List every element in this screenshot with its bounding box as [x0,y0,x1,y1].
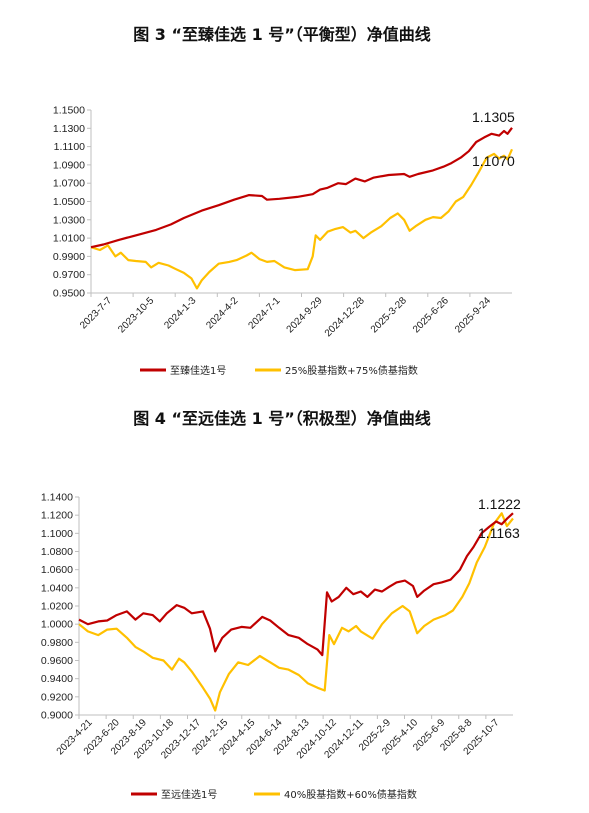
y-tick-label: 1.1100 [54,141,85,153]
x-tick-label: 2025-9-24 [453,295,493,335]
y-tick-label: 1.0200 [41,601,73,613]
y-tick-label: 1.1500 [53,105,85,117]
y-tick-label: 1.0900 [53,159,85,171]
y-tick-label: 1.0800 [41,546,73,558]
series-line-0 [78,512,514,657]
chart-title: 图 4 “至远佳选 1 号”（积极型）净值曲线 [133,409,431,428]
end-value-label: 1.1222 [478,496,521,512]
x-axis: 2023-4-212023-6-202023-8-192023-10-18202… [55,714,513,761]
legend: 至远佳选1号 40%股基指数+60%债基指数 [131,788,417,801]
legend-label: 至臻佳选1号 [170,364,226,377]
y-tick-label: 0.9800 [41,637,73,649]
x-tick-label: 2024-9-29 [285,295,325,335]
y-tick-label: 1.0500 [53,196,85,208]
chart-figure-3: 图 3 “至臻佳选 1 号”（平衡型）净值曲线 0.9500 0.9700 0.99… [53,25,515,377]
y-tick-label: 0.9900 [53,251,85,263]
y-tick-label: 0.9000 [41,710,73,722]
y-axis: 0.9000 0.9200 0.9400 0.9600 0.9800 1.0000 1.02… [41,492,80,722]
y-tick-label: 0.9200 [41,691,73,703]
y-tick-label: 1.0000 [41,619,73,631]
y-tick-label: 0.9700 [53,269,85,281]
plot-lines [78,512,514,712]
x-tick-label: 2024-4-2 [204,295,240,331]
annotations: 1.1222 1.1163 [478,496,521,541]
legend: 至臻佳选1号 25%股基指数+75%债基指数 [140,364,418,377]
legend-label: 25%股基指数+75%债基指数 [285,364,418,377]
end-value-label: 1.1305 [472,109,515,125]
x-tick-label: 2023-10-5 [116,295,156,335]
y-tick-label: 1.0700 [53,178,85,190]
x-tick-label: 2025-6-26 [411,295,451,335]
x-axis: 2023-7-7 2023-10-5 2024-1-3 2024-4-2 2024-7-… [78,292,512,339]
legend-label: 至远佳选1号 [161,788,217,801]
chart-figure-4: 图 4 “至远佳选 1 号”（积极型）净值曲线 0.9000 0.9200 0.94… [41,409,521,801]
y-tick-label: 0.9600 [41,655,73,667]
y-tick-label: 1.1400 [41,492,73,504]
legend-label: 40%股基指数+60%债基指数 [284,788,417,801]
x-tick-label: 2024-1-3 [162,295,198,331]
series-line-1 [90,148,514,290]
y-tick-label: 1.1300 [53,123,85,135]
y-tick-label: 1.1200 [41,510,73,522]
y-tick-label: 0.9400 [41,673,73,685]
series-line-1 [78,512,514,712]
annotations: 1.1305 1.1070 [472,109,515,169]
series-line-0 [90,127,513,249]
y-axis: 0.9500 0.9700 0.9900 1.0100 1.0300 1.0500 1.07… [53,105,92,300]
x-tick-label: 2024-12-28 [323,295,367,339]
chart-title: 图 3 “至臻佳选 1 号”（平衡型）净值曲线 [133,25,431,44]
end-value-label: 1.1163 [478,525,520,541]
y-tick-label: 1.0300 [53,214,85,226]
x-tick-label: 2024-7-1 [246,295,282,331]
end-value-label: 1.1070 [472,153,515,169]
y-tick-label: 1.0600 [41,564,73,576]
y-tick-label: 1.0400 [41,582,73,594]
x-tick-label: 2023-7-7 [78,295,114,331]
plot-lines [90,127,514,290]
x-tick-label: 2025-3-28 [369,295,409,335]
y-tick-label: 1.0100 [53,233,85,245]
y-tick-label: 0.9500 [53,288,85,300]
y-tick-label: 1.1000 [41,528,73,540]
